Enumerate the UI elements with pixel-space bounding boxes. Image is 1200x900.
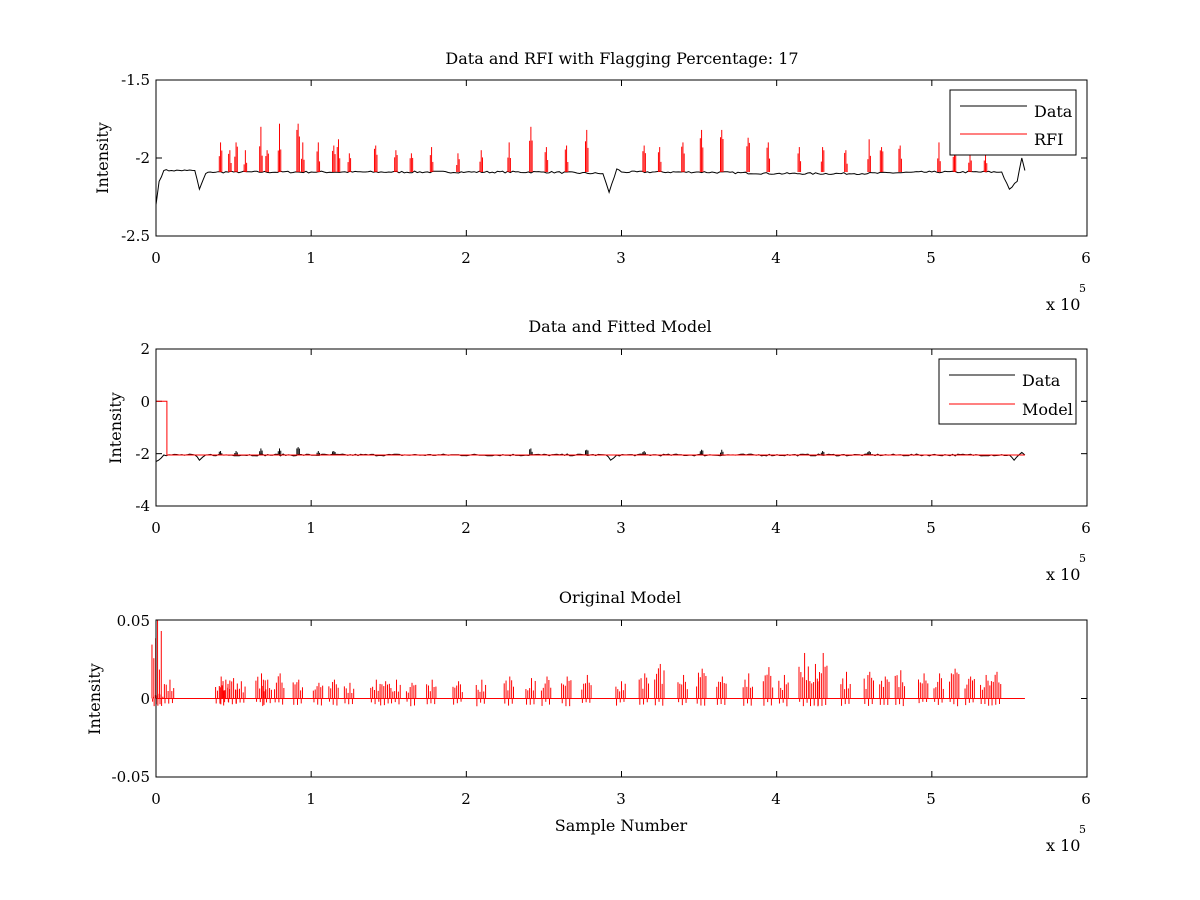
subplot-2-title: Data and Fitted Model — [528, 317, 711, 336]
subplot-3-xticks: 0 1 2 3 4 5 6 — [151, 790, 1091, 808]
legend-box — [949, 89, 1077, 156]
x-tick-label: 2 — [461, 519, 471, 537]
series-line-data — [155, 157, 1026, 205]
x-tick-label: 2 — [461, 249, 471, 267]
subplot-1-x-multiplier: x 10 5 — [1046, 282, 1086, 314]
series-line-model — [156, 400, 1025, 456]
x-tick-label: 3 — [616, 790, 626, 808]
subplot-1-legend: Data RFI — [949, 89, 1077, 156]
x-multiplier-prefix: x 10 — [1046, 295, 1080, 314]
y-tick-label: 0 — [140, 690, 150, 708]
legend-label-data: Data — [1034, 102, 1073, 121]
x-tick-label: 5 — [926, 249, 936, 267]
subplot-2-yticks: 2 0 -2 -4 — [135, 340, 150, 515]
y-tick-label: -4 — [135, 497, 150, 515]
x-tick-label: 5 — [926, 790, 936, 808]
subplot-2-ylabel: Intensity — [106, 392, 125, 464]
subplot-2: Data and Fitted Model Intensity 0 1 2 3 … — [106, 317, 1091, 584]
subplot-1: Data and RFI with Flagging Percentage: 1… — [93, 49, 1091, 314]
x-multiplier-exponent: 5 — [1079, 552, 1086, 565]
subplot-1-yticks: -1.5 -2 -2.5 — [121, 71, 150, 245]
x-tick-label: 6 — [1081, 519, 1091, 537]
y-tick-label: -1.5 — [121, 71, 150, 89]
subplot-3-title: Original Model — [559, 588, 681, 607]
y-tick-label: 2 — [140, 340, 150, 358]
subplot-1-ylabel: Intensity — [93, 122, 112, 194]
x-tick-label: 3 — [616, 249, 626, 267]
x-tick-label: 6 — [1081, 249, 1091, 267]
y-tick-label: -0.05 — [112, 768, 150, 786]
subplot-1-plot-area — [155, 79, 1088, 237]
subplot-2-plot-area — [155, 348, 1088, 507]
x-tick-label: 3 — [616, 519, 626, 537]
x-tick-label: 1 — [306, 790, 316, 808]
subplot-3-xlabel: Sample Number — [555, 816, 688, 835]
x-tick-label: 0 — [151, 519, 161, 537]
legend-box — [938, 358, 1077, 425]
x-tick-label: 2 — [461, 790, 471, 808]
subplot-3-ylabel: Intensity — [85, 663, 104, 735]
subplot-1-title: Data and RFI with Flagging Percentage: 1… — [445, 49, 798, 68]
y-tick-label: 0.05 — [117, 612, 150, 630]
y-tick-label: -2.5 — [121, 227, 150, 245]
subplot-1-axes-box — [155, 79, 1088, 237]
subplot-3: Original Model Intensity Sample Number 0… — [85, 588, 1091, 855]
subplot-2-axes-box — [155, 348, 1088, 507]
subplot-2-xticks: 0 1 2 3 4 5 6 — [151, 519, 1091, 537]
x-multiplier-exponent: 5 — [1079, 282, 1086, 295]
y-tick-label: -2 — [135, 445, 150, 463]
legend-label-rfi: RFI — [1034, 130, 1063, 149]
x-tick-label: 6 — [1081, 790, 1091, 808]
y-tick-label: 0 — [140, 393, 150, 411]
x-tick-label: 1 — [306, 519, 316, 537]
x-tick-label: 0 — [151, 790, 161, 808]
x-multiplier-prefix: x 10 — [1046, 565, 1080, 584]
subplot-3-axes-box — [155, 619, 1088, 778]
subplot-2-legend: Data Model — [938, 358, 1077, 425]
legend-label-data: Data — [1022, 371, 1061, 390]
x-multiplier-prefix: x 10 — [1046, 836, 1080, 855]
legend-label-model: Model — [1022, 400, 1073, 419]
subplot-3-x-multiplier: x 10 5 — [1046, 823, 1086, 855]
x-tick-label: 1 — [306, 249, 316, 267]
x-tick-label: 4 — [771, 519, 781, 537]
subplot-1-xticks: 0 1 2 3 4 5 6 — [151, 249, 1091, 267]
x-tick-label: 0 — [151, 249, 161, 267]
x-multiplier-exponent: 5 — [1079, 823, 1086, 836]
x-tick-label: 5 — [926, 519, 936, 537]
subplot-2-x-multiplier: x 10 5 — [1046, 552, 1086, 584]
subplot-3-yticks: 0.05 0 -0.05 — [112, 612, 150, 786]
y-tick-label: -2 — [135, 149, 150, 167]
x-tick-label: 4 — [771, 790, 781, 808]
x-tick-label: 4 — [771, 249, 781, 267]
